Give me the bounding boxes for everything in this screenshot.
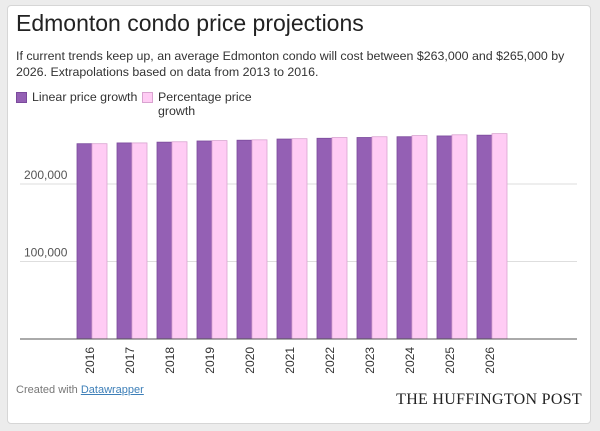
bar-percentage-2023 [371, 136, 388, 340]
bar-percentage-2024 [411, 135, 428, 340]
publisher-logo: THE HUFFINGTON POST [396, 391, 582, 408]
y-tick-label-0: 100,000 [24, 246, 68, 260]
x-tick-label-2020: 2020 [243, 347, 257, 374]
bar-percentage-2018 [171, 141, 188, 340]
bar-linear-2018 [156, 141, 173, 340]
legend-swatch-percentage [142, 92, 153, 103]
credit-prefix: Created with [16, 384, 78, 396]
x-tick-label-2016: 2016 [83, 347, 97, 374]
x-tick-label-2018: 2018 [163, 347, 177, 374]
x-tick-label-2022: 2022 [323, 347, 337, 374]
bar-linear-2020 [236, 139, 253, 340]
x-tick-label-2023: 2023 [363, 347, 377, 374]
x-tick-label-2021: 2021 [283, 347, 297, 374]
x-tick-label-2024: 2024 [403, 347, 417, 374]
bar-percentage-2022 [331, 137, 348, 340]
datawrapper-link[interactable]: Datawrapper [80, 384, 144, 396]
legend-label-percentage: Percentage price growth [158, 90, 252, 118]
bar-percentage-2016 [91, 143, 108, 340]
bar-linear-2017 [116, 142, 133, 340]
x-tick-label-2026: 2026 [483, 347, 497, 374]
x-tick-label-2019: 2019 [203, 347, 217, 374]
bar-linear-2016 [76, 143, 93, 340]
bar-linear-2023 [356, 137, 373, 340]
legend-label-linear: Linear price growth [32, 90, 138, 104]
x-tick-label-2017: 2017 [123, 347, 137, 374]
bar-percentage-2020 [251, 139, 268, 340]
x-tick-label-2025: 2025 [443, 347, 457, 374]
bar-percentage-2021 [291, 138, 308, 340]
bar-percentage-2019 [211, 140, 228, 340]
bar-linear-2026 [476, 134, 493, 340]
bar-percentage-2026 [491, 133, 508, 340]
bar-percentage-2017 [131, 142, 148, 340]
bar-chart: 100,000 200,000 2016 2017 2018 2019 2020 2021 20… [20, 133, 577, 374]
footer-credit: Created with Datawrapper [16, 384, 144, 396]
y-tick-label-1: 200,000 [24, 168, 68, 182]
bar-linear-2024 [396, 136, 413, 340]
bar-linear-2021 [276, 138, 293, 340]
bar-linear-2025 [436, 135, 453, 340]
bar-linear-2019 [196, 140, 213, 340]
chart-subtitle: If current trends keep up, an average Ed… [16, 49, 565, 79]
bar-percentage-2025 [451, 134, 468, 340]
legend-swatch-linear [16, 92, 27, 103]
bar-linear-2022 [316, 137, 333, 340]
chart-title: Edmonton condo price projections [16, 10, 364, 36]
